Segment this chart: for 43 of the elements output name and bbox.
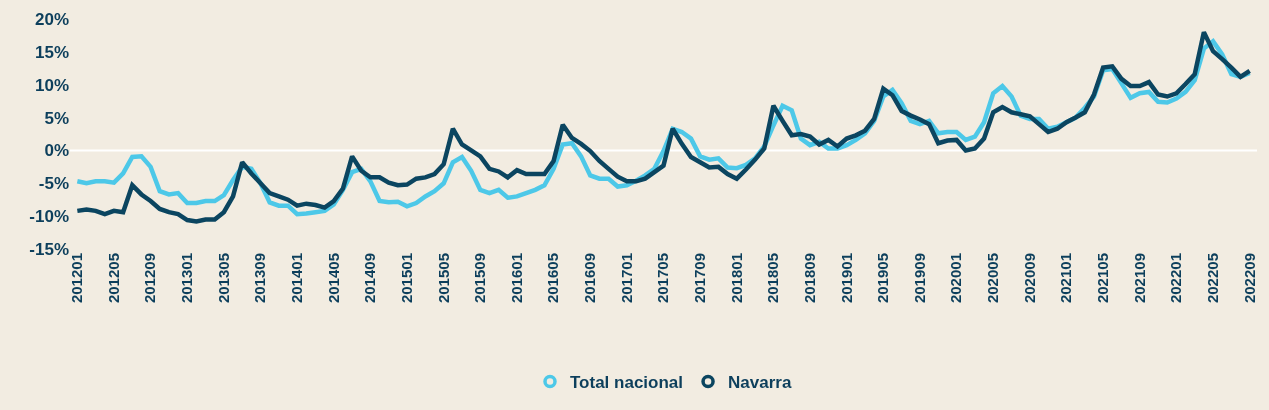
x-tick-label: 201709 (691, 253, 709, 304)
y-tick-label: -15% (29, 239, 69, 259)
x-tick-label: 202201 (1167, 253, 1185, 304)
x-tick-label: 202205 (1203, 253, 1221, 304)
x-tick-label: 201301 (178, 253, 196, 304)
x-tick-label: 202105 (1094, 253, 1112, 304)
x-tick-label: 201809 (800, 253, 818, 304)
y-tick-label: -10% (29, 207, 69, 227)
y-tick-label: 10% (34, 75, 69, 95)
x-tick-label: 201609 (581, 253, 599, 304)
x-tick-label: 201901 (837, 253, 855, 304)
x-tick-label: 202009 (1020, 253, 1038, 304)
x-tick-label: 201401 (288, 253, 306, 304)
x-tick-label: 202101 (1057, 253, 1075, 304)
y-tick-label: 15% (34, 42, 69, 62)
y-tick-label: 20% (34, 9, 69, 29)
y-tick-label: 0% (44, 141, 69, 161)
y-tick-label: 5% (44, 108, 69, 128)
legend-label: Total nacional (570, 373, 684, 393)
x-tick-label: 202001 (947, 253, 965, 304)
x-tick-label: 201309 (251, 253, 269, 304)
legend-label: Navarra (728, 373, 792, 393)
x-tick-label: 202109 (1130, 253, 1148, 304)
x-tick-label: 201509 (471, 253, 489, 304)
x-tick-label: 201701 (617, 253, 635, 304)
x-tick-label: 201905 (874, 253, 892, 304)
y-tick-label: -5% (38, 174, 69, 194)
x-tick-label: 201909 (910, 253, 928, 304)
x-tick-label: 201205 (104, 253, 122, 304)
x-tick-label: 201305 (214, 253, 232, 304)
x-tick-label: 201505 (434, 253, 452, 304)
x-tick-label: 201409 (361, 253, 379, 304)
x-tick-label: 202005 (984, 253, 1002, 304)
x-tick-label: 201605 (544, 253, 562, 304)
x-tick-label: 201801 (727, 253, 745, 304)
x-tick-label: 201201 (68, 253, 86, 304)
x-tick-label: 201705 (654, 253, 672, 304)
x-tick-label: 202209 (1240, 253, 1258, 304)
x-tick-label: 201601 (507, 253, 525, 304)
x-tick-label: 201501 (397, 253, 415, 304)
x-tick-label: 201405 (324, 253, 342, 304)
x-tick-label: 201209 (141, 253, 159, 304)
x-tick-label: 201805 (764, 253, 782, 304)
